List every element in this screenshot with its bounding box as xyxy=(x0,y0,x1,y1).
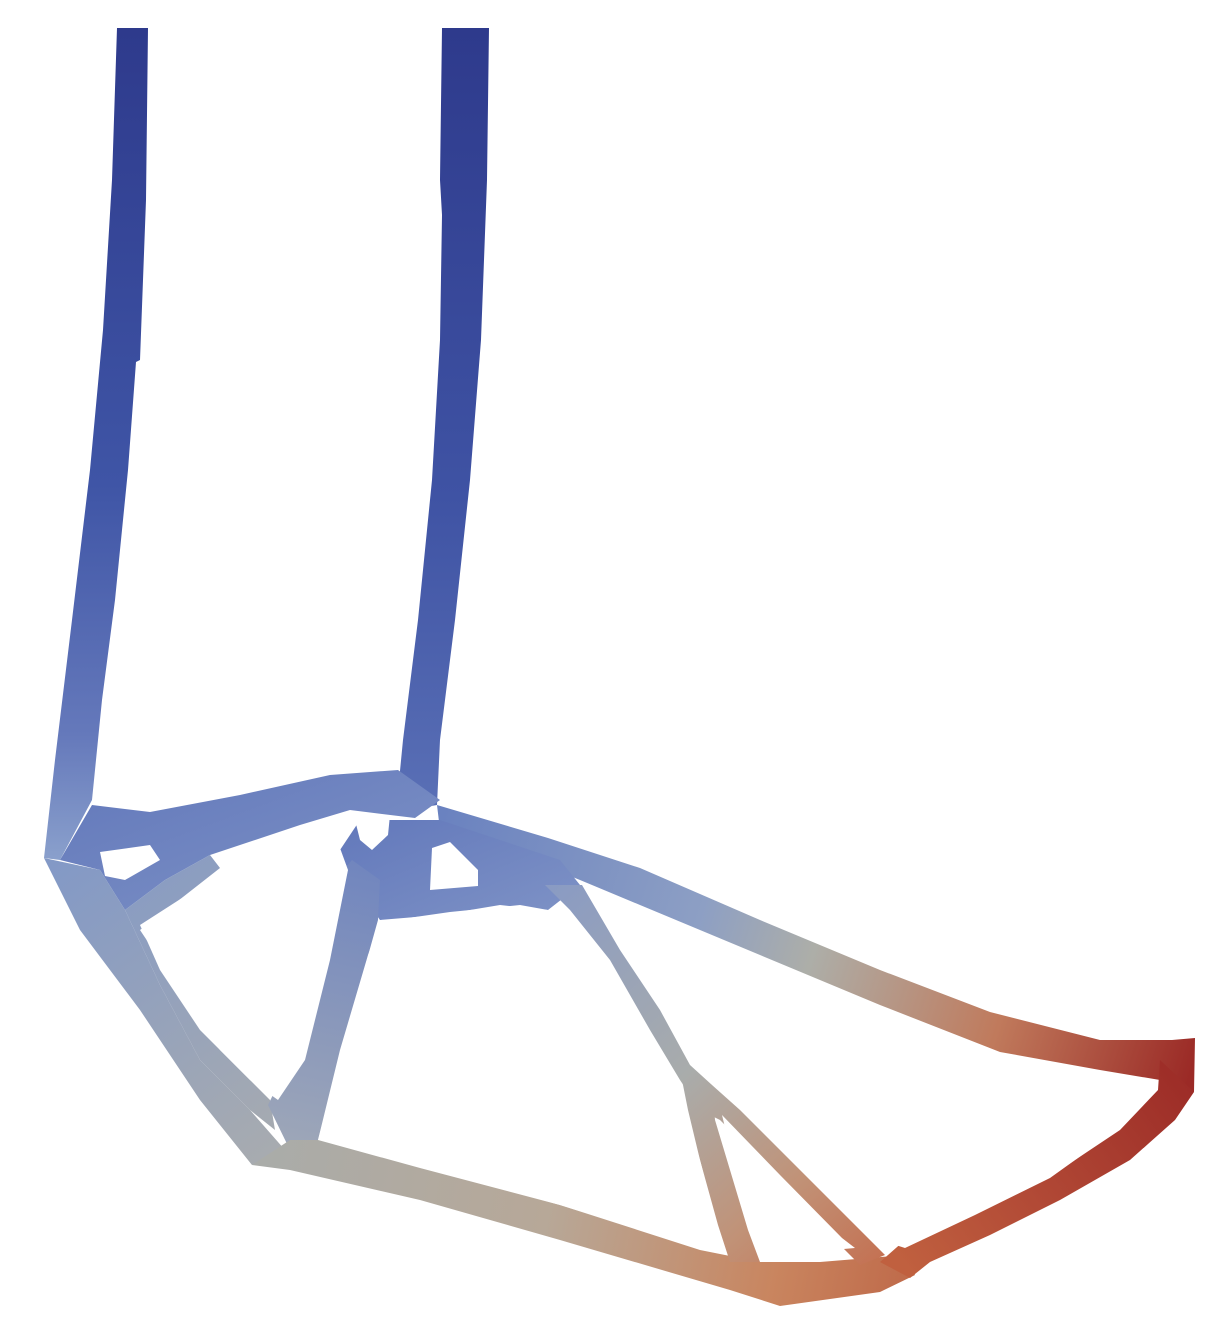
void-right-triangle xyxy=(722,1115,855,1256)
diagonal-strut-a xyxy=(545,885,885,1265)
top-chord xyxy=(60,770,440,910)
bottom-chord xyxy=(252,1140,915,1306)
void-right-large xyxy=(585,885,1155,1248)
right-closing-member xyxy=(880,1060,1194,1278)
inner-left-diagonal xyxy=(125,855,275,1130)
central-vertical-strut xyxy=(268,860,380,1150)
void-center xyxy=(318,905,722,1248)
void-left xyxy=(140,826,348,1100)
right-column xyxy=(396,28,489,812)
hole-center-small xyxy=(355,815,390,850)
top-right-beam xyxy=(437,805,1195,1092)
left-outer-diagonal xyxy=(44,858,285,1165)
diagonal-strut-b xyxy=(680,1070,760,1262)
left-column xyxy=(44,28,148,860)
hole-left-small xyxy=(100,845,160,880)
hole-joint-small xyxy=(430,842,478,890)
